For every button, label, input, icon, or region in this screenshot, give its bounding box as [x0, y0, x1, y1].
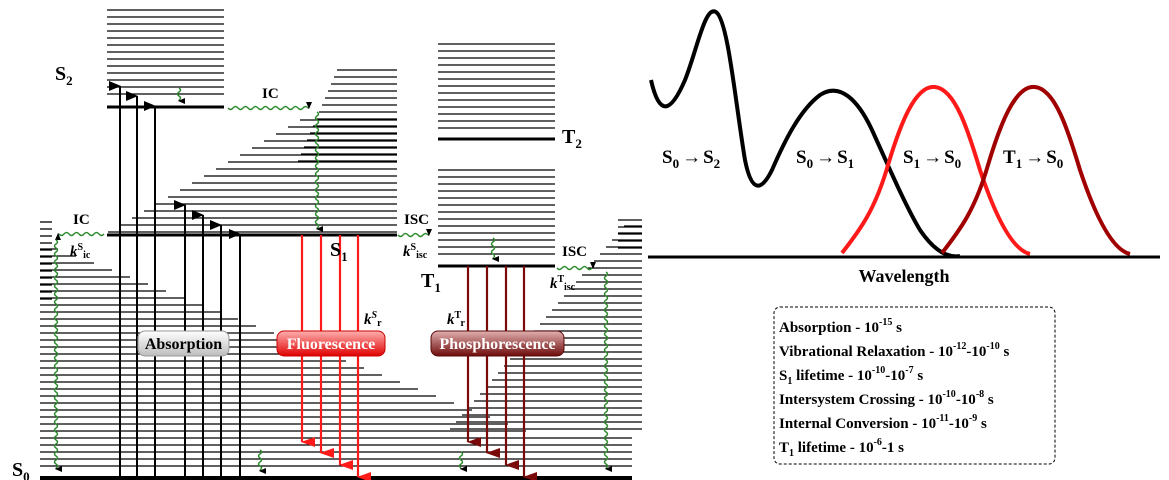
spectrum-plot: Wavelength S0 → S2 S0 → S1 S1 → S0 T1 → S0 — [648, 9, 1160, 286]
ic-upper-label: IC — [262, 86, 279, 102]
timescale-row: Absorption - 10-15 s — [779, 317, 902, 336]
s1-label: S1 — [330, 239, 348, 264]
wavy-line — [227, 105, 309, 111]
svg-text:Phosphorescence: Phosphorescence — [439, 336, 555, 353]
timescale-row: Vibrational Relaxation - 10-12-10-10 s — [779, 341, 1009, 360]
wavy-line — [257, 449, 263, 471]
k-r-t-label: kTr — [447, 310, 465, 329]
wavy-line — [397, 232, 429, 238]
s0-label: S0 — [12, 459, 30, 480]
wavy-line — [58, 231, 105, 237]
timescale-row: Internal Conversion - 10-11-10-9 s — [779, 413, 987, 432]
phosphorescence-box: Phosphorescence — [430, 330, 565, 357]
timescales-border — [773, 306, 1056, 465]
isc-t1-label: ISC — [562, 244, 587, 260]
nonradiative-transitions — [53, 87, 612, 474]
absorption-arrows — [109, 81, 241, 478]
k-r-s-label: kSr — [364, 310, 382, 329]
wavy-line — [556, 265, 593, 271]
vibrational-levels — [40, 9, 642, 467]
k-isc-s-label: kSisc — [403, 242, 428, 261]
wavy-line — [458, 451, 464, 469]
ic-left-label: IC — [73, 212, 90, 228]
absorption-box: Absorption — [137, 330, 230, 357]
wavy-line — [603, 271, 609, 469]
t1-label: T1 — [421, 270, 441, 295]
jablonski-diagram: S0 S2 S1 T2 T1 IC IC ISC ISC kSic kSisc … — [12, 9, 642, 480]
fluorescence-box: Fluorescence — [276, 330, 386, 357]
t1-s0-phosphorescence-band — [940, 85, 1131, 256]
s1-s0-fluorescence-band — [840, 85, 1031, 256]
wavy-line — [490, 237, 496, 259]
wavy-line — [314, 111, 320, 229]
svg-text:Fluorescence: Fluorescence — [287, 336, 376, 353]
s2-label: S2 — [55, 63, 73, 88]
t2-label: T2 — [562, 126, 582, 151]
k-ic-s-label: kSic — [70, 242, 91, 261]
timescales-box: Absorption - 10-15 s Vibrational Relaxati… — [773, 306, 1056, 465]
wavy-line — [53, 239, 59, 469]
transition-label: T1 → S0 — [1003, 147, 1063, 171]
transition-label: S1 → S0 — [903, 147, 961, 171]
transition-label: S0 → S1 — [796, 147, 854, 171]
isc-s1-label: ISC — [404, 212, 429, 228]
k-isc-t-label: kTisc — [550, 274, 576, 293]
transition-labels: S0 → S2 S0 → S1 S1 → S0 T1 → S0 — [662, 147, 1063, 171]
s0-s2-absorption-band — [649, 9, 961, 259]
timescale-row: Intersystem Crossing - 10-10-10-8 s — [779, 389, 994, 408]
timescale-row: T1 lifetime - 10-6-1 s — [779, 437, 904, 459]
timescale-row: S1 lifetime - 10-10-10-7 s — [779, 365, 923, 387]
spectrum-xlabel: Wavelength — [858, 266, 949, 286]
transition-label: S0 → S2 — [662, 147, 720, 171]
svg-text:Absorption: Absorption — [145, 336, 222, 353]
